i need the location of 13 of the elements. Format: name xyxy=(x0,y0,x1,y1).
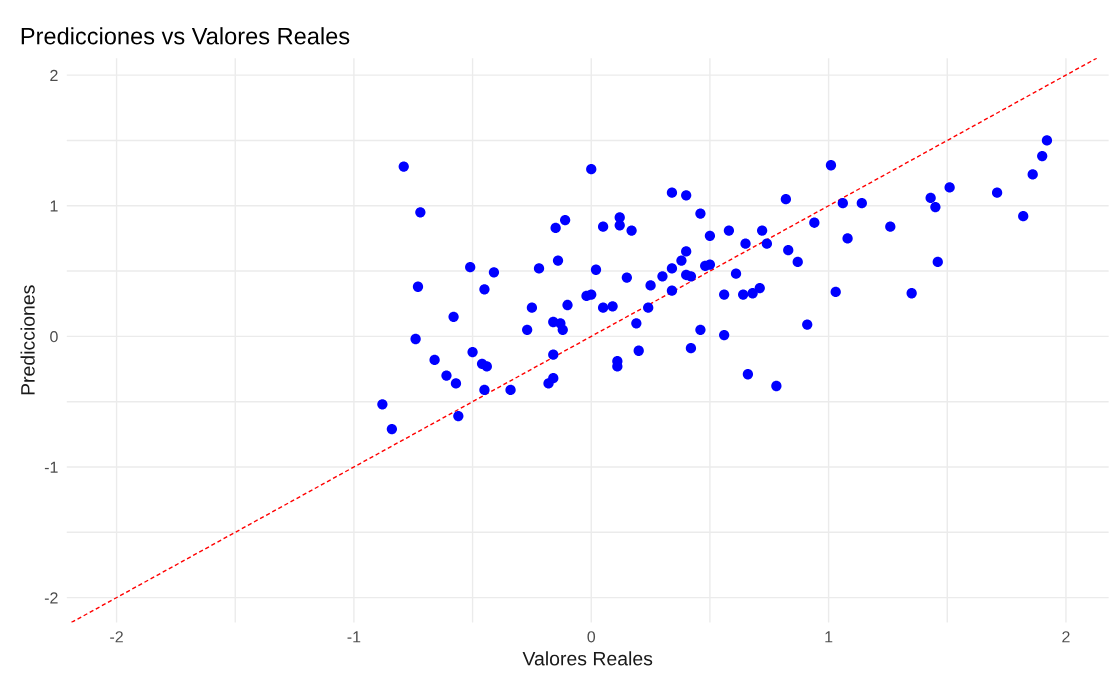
x-axis-title: Valores Reales xyxy=(522,651,653,666)
y-tick-label: 1 xyxy=(50,200,58,212)
y-tick-label: -2 xyxy=(44,592,58,604)
y-tick-label: 0 xyxy=(50,331,58,343)
y-axis-title: Predicciones xyxy=(20,285,35,395)
chart-title: Predicciones vs Valores Reales xyxy=(21,27,350,45)
y-tick-label: -1 xyxy=(44,461,58,473)
x-tick-label: 1 xyxy=(825,631,833,643)
x-tick-label: -1 xyxy=(347,631,361,643)
x-tick-label: 0 xyxy=(587,631,596,643)
y-tick-label: 2 xyxy=(50,69,58,81)
x-tick-label: 2 xyxy=(1062,631,1070,643)
x-tick-label: -2 xyxy=(110,631,123,643)
